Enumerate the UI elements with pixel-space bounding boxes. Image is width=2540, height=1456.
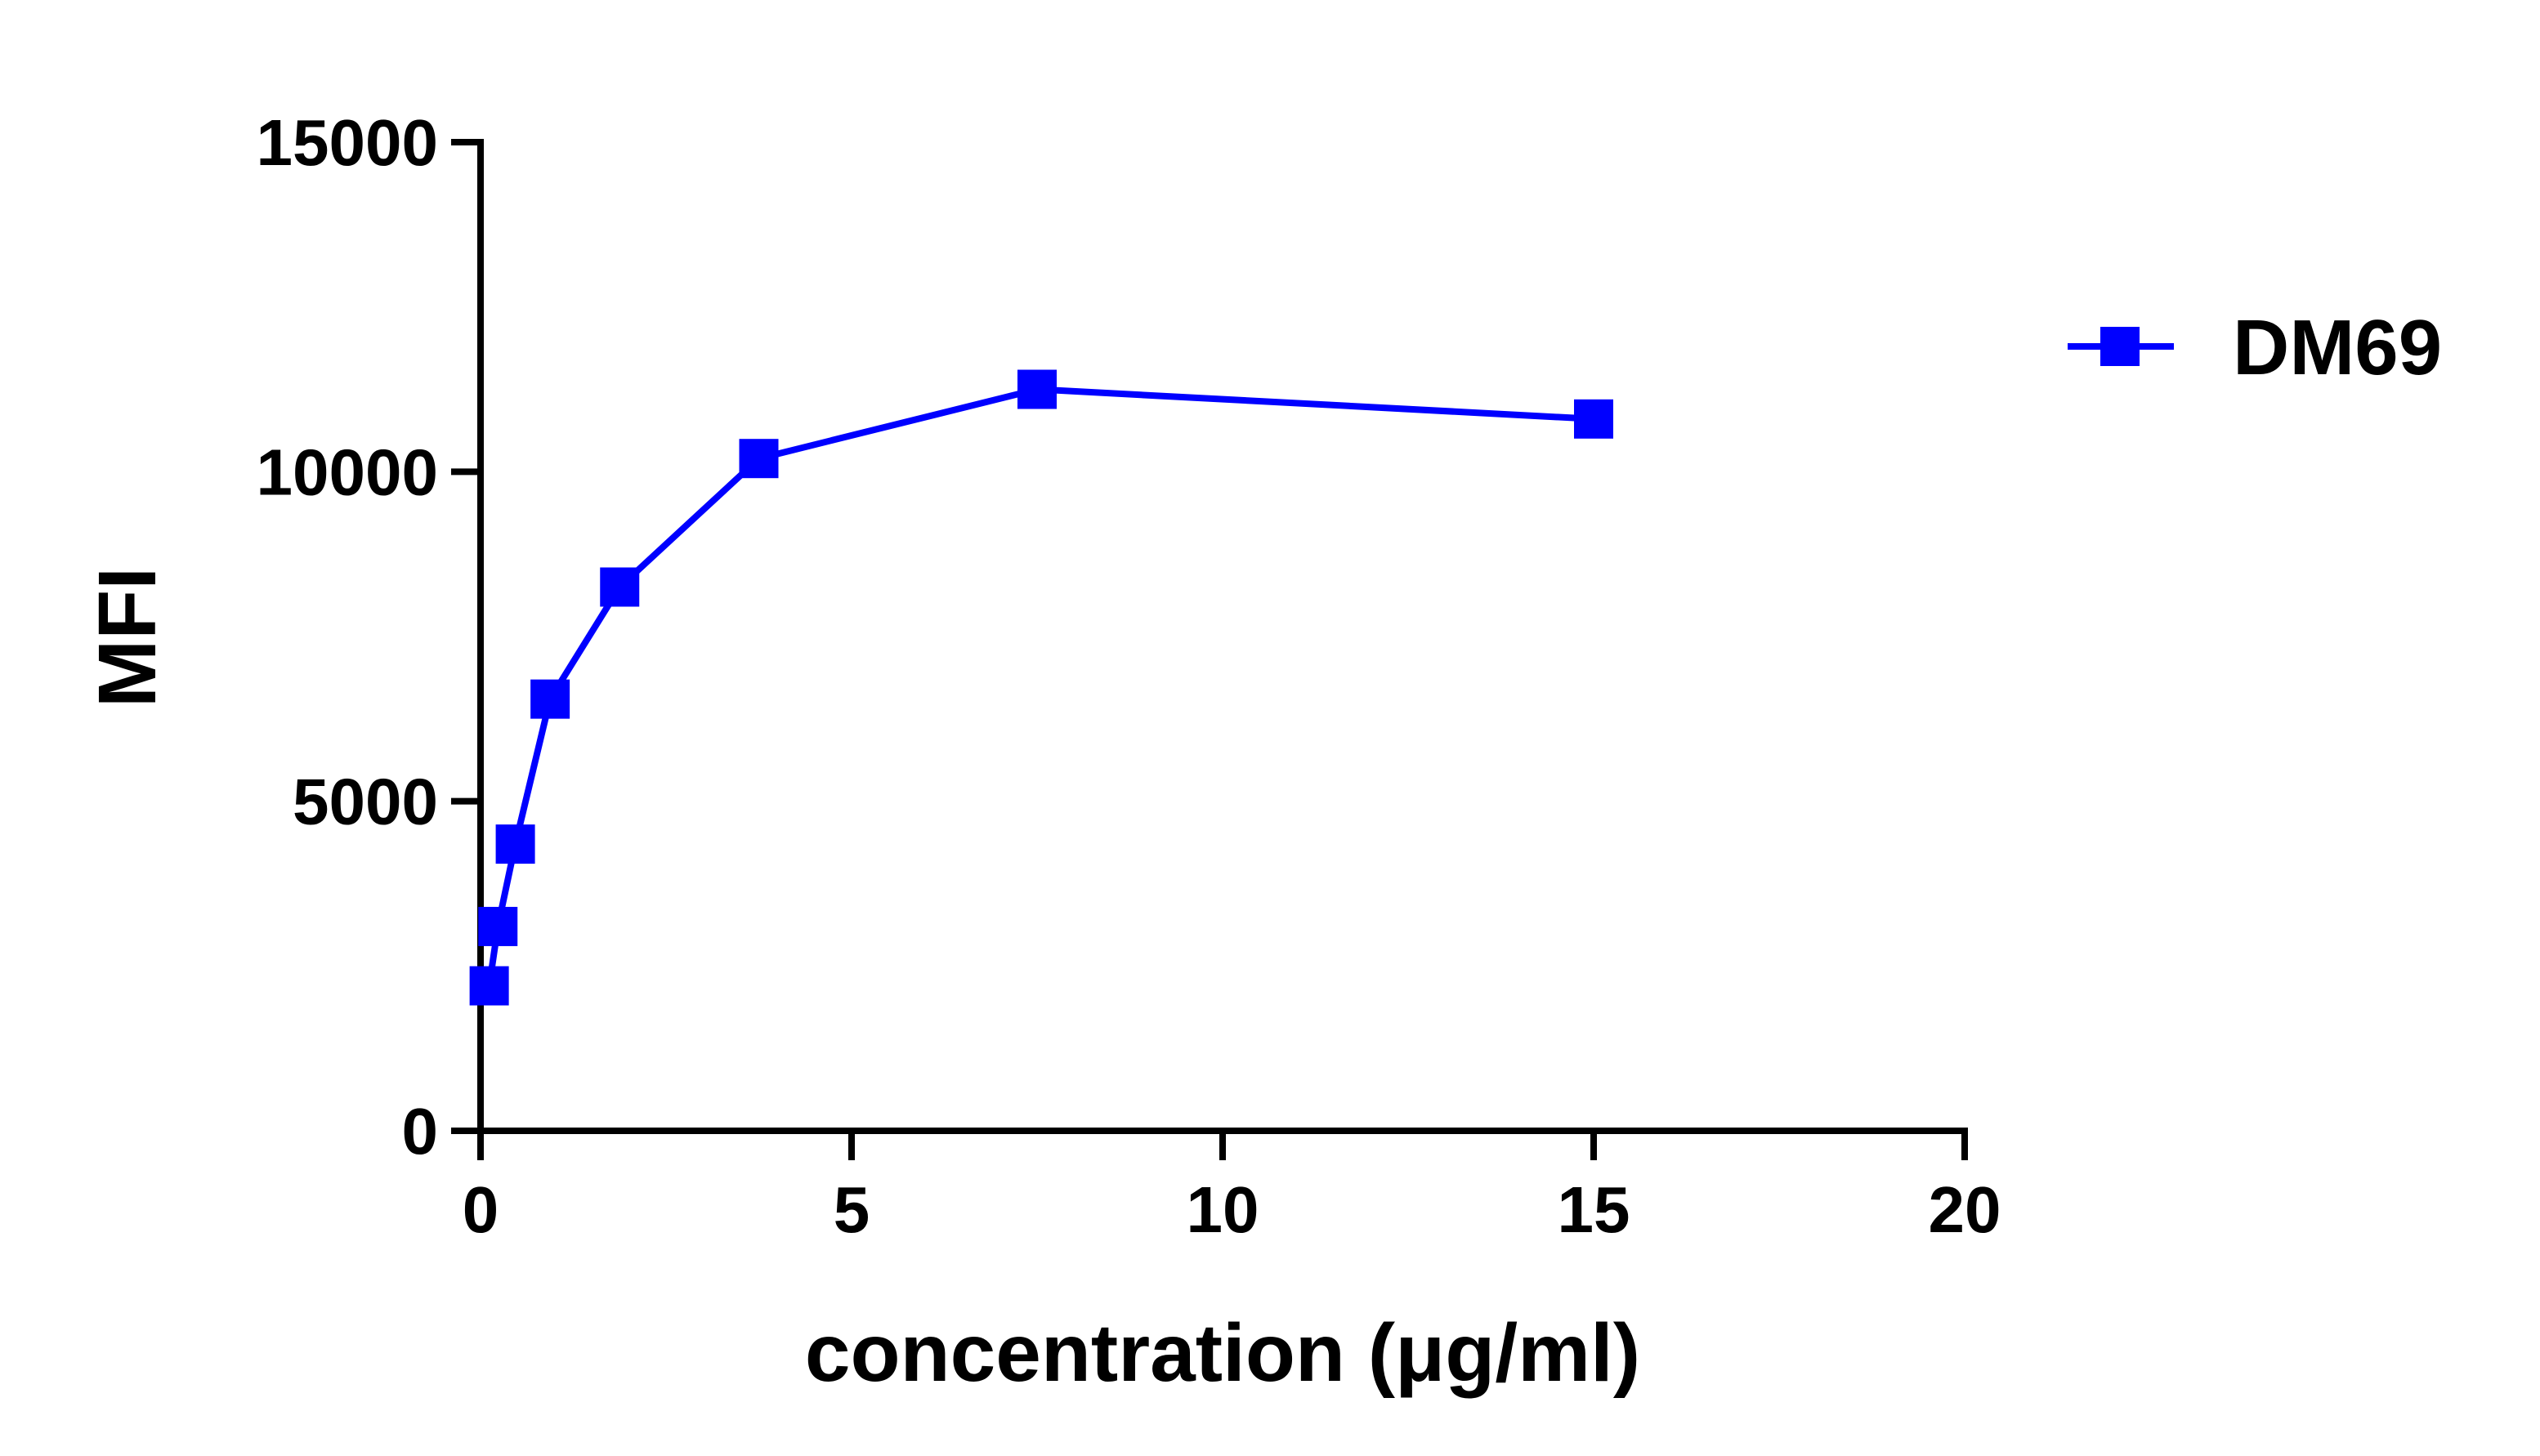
data-point <box>1017 369 1057 409</box>
axes: 0 5 10 15 20 0 5000 10000 15000 <box>257 106 2001 1246</box>
plot-area <box>469 369 1613 1006</box>
data-point <box>1574 399 1613 439</box>
x-tick-label: 20 <box>1929 1173 2001 1246</box>
legend-label: DM69 <box>2233 304 2442 391</box>
data-point <box>600 567 640 607</box>
y-axis-label: MFI <box>82 567 173 708</box>
data-point <box>478 906 518 946</box>
x-tick-label: 15 <box>1558 1173 1630 1246</box>
data-point <box>530 679 570 719</box>
y-tick-label: 5000 <box>293 766 438 838</box>
y-tick-label: 15000 <box>257 106 438 179</box>
x-tick-label: 10 <box>1187 1173 1259 1246</box>
data-point <box>739 439 779 479</box>
data-point <box>495 824 535 864</box>
y-tick-label: 0 <box>402 1095 439 1168</box>
x-tick-label: 0 <box>463 1173 499 1246</box>
x-tick-label: 5 <box>834 1173 870 1246</box>
legend: DM69 <box>2068 304 2442 391</box>
legend-marker <box>2100 327 2140 366</box>
data-point <box>469 966 509 1006</box>
series-line-DM69 <box>485 386 1594 987</box>
y-tick-label: 10000 <box>257 435 438 508</box>
x-axis-label: concentration (μg/ml) <box>805 1307 1640 1399</box>
